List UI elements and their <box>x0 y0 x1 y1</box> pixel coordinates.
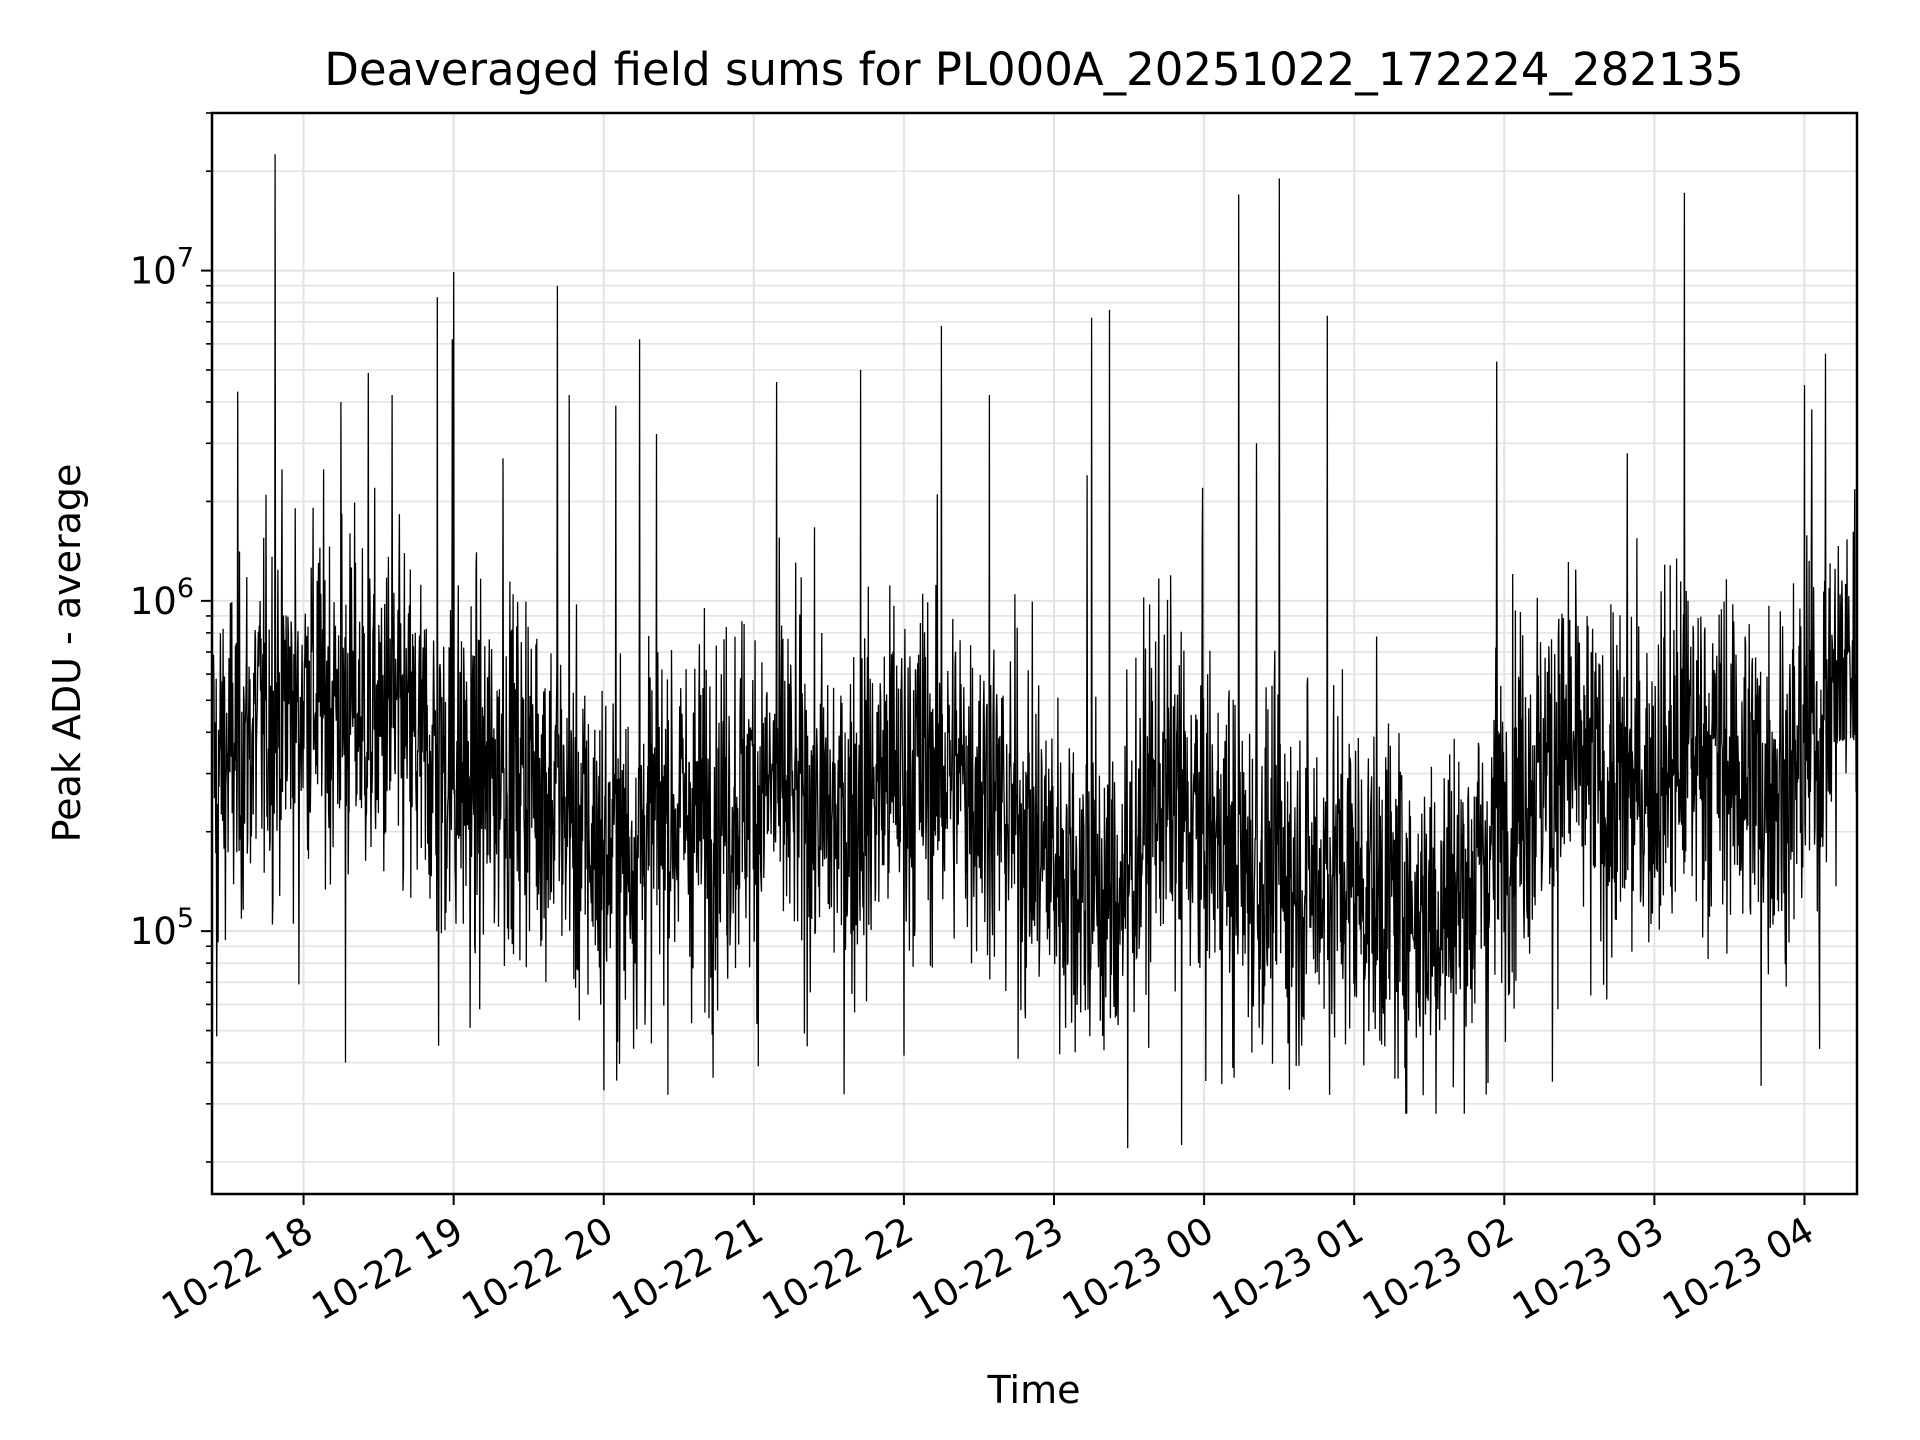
x-tick-label: 10-22 21 <box>605 1209 771 1329</box>
y-tick-label: 105 <box>130 903 194 953</box>
x-tick-label: 10-22 19 <box>305 1209 471 1329</box>
chart-title: Deaveraged field sums for PL000A_2025102… <box>324 43 1744 96</box>
x-tick-label: 10-22 22 <box>755 1209 921 1329</box>
x-tick-label: 10-23 03 <box>1505 1209 1671 1329</box>
data-series <box>212 154 1858 1149</box>
x-axis-label: Time <box>987 1368 1081 1412</box>
x-tick-label: 10-23 02 <box>1355 1209 1521 1329</box>
x-tick-label: 10-23 00 <box>1055 1209 1221 1329</box>
series-line <box>212 154 1858 1149</box>
y-axis-label: Peak ADU - average <box>45 464 89 843</box>
x-tick-label: 10-22 20 <box>455 1209 621 1329</box>
grid-lines <box>212 112 1857 1194</box>
x-tick-label: 10-22 18 <box>154 1209 320 1329</box>
y-tick-label: 106 <box>130 573 194 623</box>
x-tick-label: 10-23 04 <box>1655 1209 1821 1329</box>
x-tick-label: 10-22 23 <box>905 1209 1071 1329</box>
x-tick-label: 10-23 01 <box>1205 1209 1371 1329</box>
y-tick-label: 107 <box>130 243 194 293</box>
plot-frame <box>210 111 1859 1196</box>
y-axis: 105 106 107 <box>130 112 212 1163</box>
